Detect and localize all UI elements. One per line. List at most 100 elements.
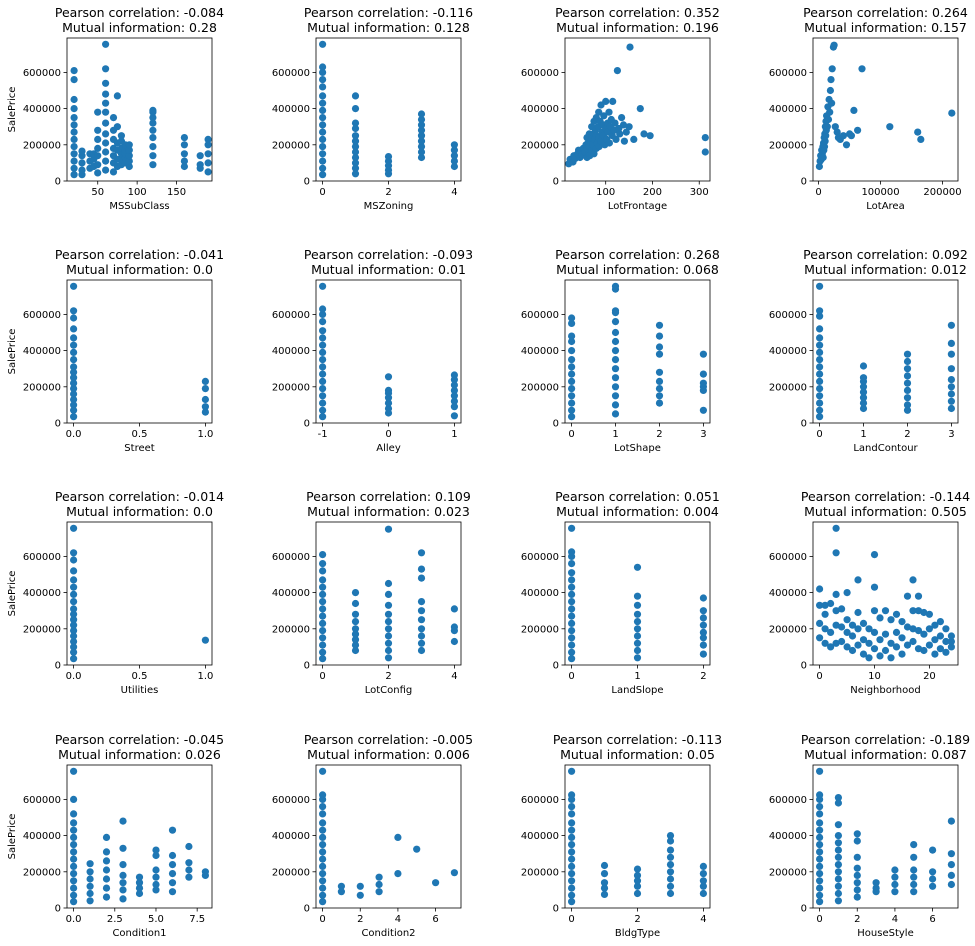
- data-point: [816, 377, 824, 385]
- data-point: [699, 370, 708, 378]
- data-point: [925, 625, 934, 633]
- data-point: [168, 851, 177, 860]
- data-point: [820, 143, 829, 151]
- data-point: [626, 43, 634, 51]
- x-tick-label: 1.0: [197, 671, 213, 682]
- data-point: [70, 826, 78, 834]
- data-point: [666, 837, 675, 845]
- data-point: [633, 889, 642, 898]
- data-point: [86, 882, 94, 890]
- data-point: [600, 870, 609, 878]
- data-point: [125, 162, 133, 171]
- data-point: [70, 862, 78, 871]
- x-tick-label: 200: [643, 187, 662, 198]
- data-point: [633, 592, 642, 600]
- data-point: [942, 648, 950, 656]
- data-point: [319, 83, 327, 91]
- data-point: [816, 601, 824, 609]
- data-point: [102, 157, 110, 165]
- subplot-title-pearson: Pearson correlation: -0.093: [304, 247, 473, 262]
- data-point: [842, 141, 851, 149]
- y-tick-label: 0: [801, 419, 807, 430]
- data-point: [816, 307, 824, 315]
- data-point: [568, 877, 576, 885]
- y-tick-label: 600000: [521, 310, 559, 321]
- data-point: [70, 637, 78, 646]
- data-point: [102, 40, 110, 48]
- data-point: [876, 614, 884, 622]
- data-point: [633, 601, 642, 609]
- data-point: [947, 643, 956, 651]
- y-tick-label: 200000: [272, 867, 310, 878]
- data-point: [102, 99, 110, 107]
- x-tick-label: 0: [568, 671, 574, 682]
- data-point: [699, 870, 708, 878]
- subplot-title-pearson: Pearson correlation: 0.268: [555, 247, 720, 262]
- data-point: [70, 767, 78, 775]
- data-point: [417, 137, 426, 145]
- data-point: [135, 884, 144, 892]
- data-point: [903, 394, 912, 402]
- data-point: [384, 525, 393, 533]
- data-point: [432, 879, 440, 887]
- y-tick-label: 400000: [23, 346, 61, 357]
- data-point: [834, 882, 843, 890]
- data-point: [119, 817, 127, 825]
- y-tick-label: 600000: [23, 795, 61, 806]
- data-point: [816, 855, 824, 863]
- data-point: [351, 137, 360, 145]
- data-point: [70, 627, 78, 635]
- data-point: [832, 607, 840, 615]
- data-point: [655, 321, 664, 329]
- x-tick-label: 2: [385, 187, 391, 198]
- data-point: [149, 143, 157, 151]
- data-point: [450, 386, 458, 394]
- data-point: [204, 150, 212, 158]
- data-point: [870, 607, 879, 615]
- x-tick-label: 3: [948, 429, 954, 440]
- data-point: [854, 608, 862, 617]
- data-point: [600, 884, 609, 892]
- data-point: [102, 90, 110, 98]
- y-tick-label: 600000: [769, 552, 807, 563]
- x-tick-label: 0.5: [132, 671, 148, 682]
- data-point: [666, 861, 675, 869]
- plot-area-frame: [812, 37, 959, 182]
- data-point: [102, 79, 110, 87]
- data-point: [816, 841, 824, 849]
- data-point: [180, 157, 188, 165]
- subplot-title-mutual-info: Mutual information: 0.023: [307, 504, 470, 519]
- data-point: [351, 153, 360, 162]
- data-point: [351, 610, 360, 618]
- y-tick-label: 0: [801, 661, 807, 672]
- data-point: [417, 121, 426, 129]
- subplot-title-pearson: Pearson correlation: -0.084: [55, 5, 224, 20]
- data-point: [568, 826, 576, 834]
- data-point: [109, 114, 118, 122]
- data-point: [816, 898, 824, 906]
- data-point: [903, 592, 912, 600]
- data-point: [168, 888, 177, 896]
- data-point: [568, 347, 576, 355]
- data-point: [119, 844, 127, 852]
- data-point: [70, 891, 78, 899]
- data-point: [816, 826, 824, 834]
- data-point: [70, 413, 78, 421]
- data-point: [611, 282, 620, 290]
- y-tick-label: 200000: [272, 140, 310, 151]
- data-point: [319, 348, 327, 356]
- x-tick-label: 0.0: [66, 914, 82, 925]
- data-point: [351, 164, 360, 172]
- subplot-title-mutual-info: Mutual information: 0.012: [804, 262, 967, 277]
- data-point: [417, 115, 426, 124]
- y-tick-label: 200000: [521, 140, 559, 151]
- y-tick-label: 200000: [521, 867, 559, 878]
- data-point: [319, 68, 327, 76]
- data-point: [816, 348, 824, 356]
- data-point: [196, 152, 204, 160]
- data-point: [909, 607, 917, 615]
- data-point: [450, 152, 458, 160]
- data-point: [319, 399, 327, 407]
